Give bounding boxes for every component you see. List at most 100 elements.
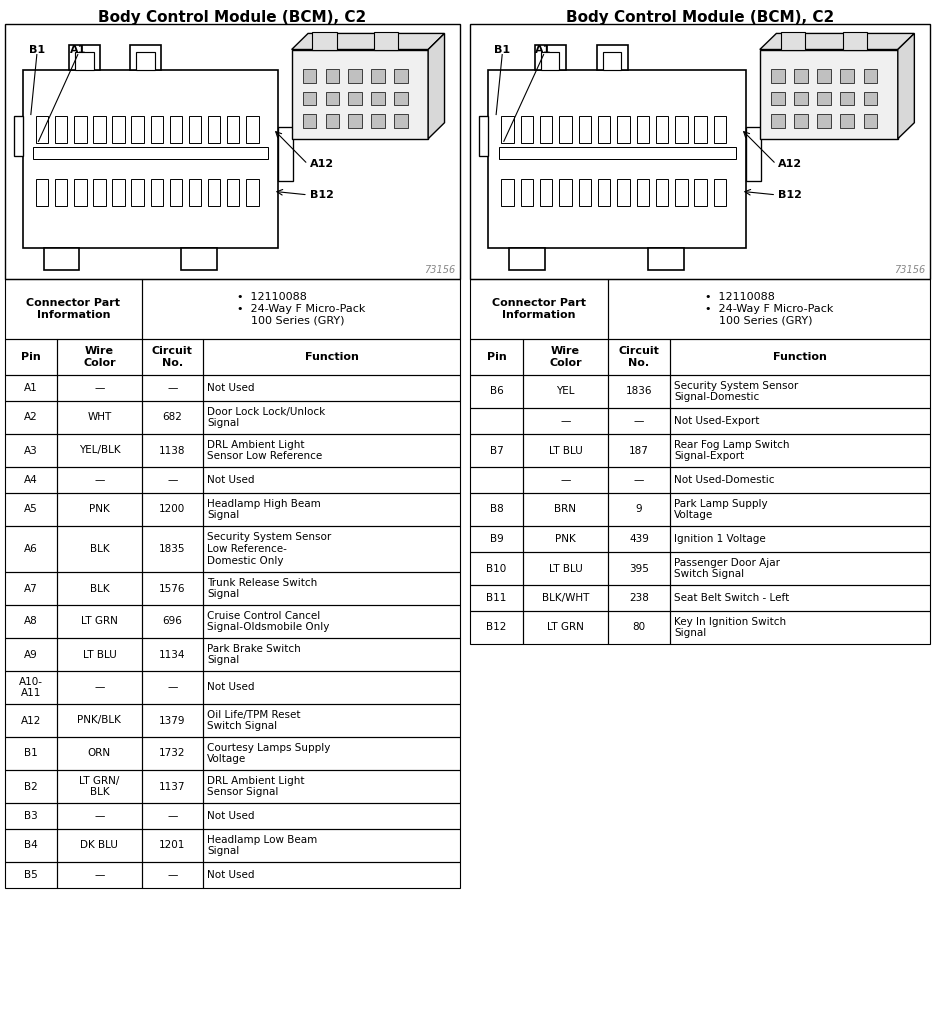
Bar [523, 526, 608, 552]
Bar [670, 493, 930, 526]
Text: 1200: 1200 [159, 505, 185, 514]
Text: A9: A9 [24, 649, 38, 659]
Bar [5, 493, 57, 526]
Bar [141, 434, 203, 467]
Text: BRN: BRN [554, 505, 577, 514]
Bar [395, 92, 408, 105]
Text: LT BLU: LT BLU [549, 445, 583, 456]
Text: 1138: 1138 [159, 445, 185, 456]
Bar [5, 375, 57, 401]
Text: —: — [560, 416, 570, 426]
Bar [57, 493, 141, 526]
Bar [794, 70, 808, 83]
Bar [655, 179, 669, 206]
Bar [501, 179, 514, 206]
Bar [57, 339, 141, 375]
Bar [5, 862, 57, 888]
Bar [57, 434, 141, 467]
Text: 73156: 73156 [424, 265, 455, 275]
Bar [374, 32, 398, 49]
Bar [57, 467, 141, 493]
Bar [470, 585, 523, 611]
Bar [480, 117, 488, 156]
Bar [559, 117, 572, 143]
Bar [395, 70, 408, 83]
Bar [670, 408, 930, 434]
Bar [608, 493, 670, 526]
Text: Courtesy Lamps Supply
Voltage: Courtesy Lamps Supply Voltage [207, 742, 330, 764]
Bar [770, 115, 784, 128]
Text: B12: B12 [486, 623, 507, 633]
Bar [57, 705, 141, 737]
Text: •  12110088
•  24-Way F Micro-Pack
    100 Series (GRY): • 12110088 • 24-Way F Micro-Pack 100 Ser… [705, 293, 833, 326]
Bar [523, 493, 608, 526]
Text: Rear Fog Lamp Switch
Signal-Export: Rear Fog Lamp Switch Signal-Export [674, 439, 789, 461]
Text: B10: B10 [486, 563, 507, 573]
Bar [5, 705, 57, 737]
Bar [608, 585, 670, 611]
Text: Circuit
No.: Circuit No. [151, 346, 193, 368]
Text: Park Brake Switch
Signal: Park Brake Switch Signal [207, 644, 301, 666]
Text: B1: B1 [494, 45, 511, 54]
Bar [5, 737, 57, 770]
Bar [509, 249, 545, 269]
Text: A5: A5 [24, 505, 38, 514]
Bar [303, 92, 316, 105]
Bar [670, 339, 930, 375]
Bar [325, 115, 339, 128]
Bar [713, 179, 726, 206]
Bar [5, 467, 57, 493]
Text: Wire
Color: Wire Color [549, 346, 582, 368]
Bar [112, 117, 124, 143]
Bar [695, 179, 707, 206]
Bar [5, 803, 57, 829]
Text: —: — [634, 416, 644, 426]
Bar [5, 24, 460, 279]
Text: A10-
A11: A10- A11 [19, 677, 43, 698]
Text: A1: A1 [536, 45, 552, 54]
Bar [203, 572, 460, 605]
Text: B1: B1 [29, 45, 45, 54]
Bar [36, 117, 49, 143]
Bar [57, 829, 141, 862]
Text: A6: A6 [24, 544, 38, 554]
Bar [141, 829, 203, 862]
Text: LT BLU: LT BLU [82, 649, 116, 659]
Bar [841, 70, 855, 83]
Text: YEL/BLK: YEL/BLK [79, 445, 121, 456]
Bar [312, 32, 337, 49]
Bar [325, 92, 339, 105]
Text: Connector Part
Information: Connector Part Information [26, 298, 121, 319]
Text: B9: B9 [490, 534, 503, 544]
Text: Oil Life/TPM Reset
Switch Signal: Oil Life/TPM Reset Switch Signal [207, 710, 300, 731]
Text: Pin: Pin [486, 352, 507, 362]
Bar [151, 179, 163, 206]
Bar [94, 179, 106, 206]
Bar [670, 552, 930, 585]
Text: A8: A8 [24, 616, 38, 627]
Text: B1: B1 [24, 749, 38, 759]
Bar [470, 526, 523, 552]
Text: Function: Function [305, 352, 358, 362]
Bar [637, 117, 649, 143]
Bar [203, 339, 460, 375]
Text: B6: B6 [490, 386, 503, 396]
Text: PNK: PNK [89, 505, 109, 514]
Text: B3: B3 [24, 811, 38, 821]
Bar [603, 52, 622, 70]
Bar [608, 552, 670, 585]
Text: 439: 439 [629, 534, 649, 544]
Bar [521, 179, 533, 206]
Bar [141, 605, 203, 638]
Bar [57, 737, 141, 770]
Text: LT GRN/
BLK: LT GRN/ BLK [79, 776, 120, 798]
Bar [541, 52, 559, 70]
Bar [675, 179, 688, 206]
Text: Not Used-Domestic: Not Used-Domestic [674, 475, 774, 485]
Bar [74, 117, 87, 143]
Text: A2: A2 [24, 413, 38, 423]
Bar [470, 552, 523, 585]
Bar [203, 829, 460, 862]
Bar [303, 115, 316, 128]
Bar [794, 92, 808, 105]
